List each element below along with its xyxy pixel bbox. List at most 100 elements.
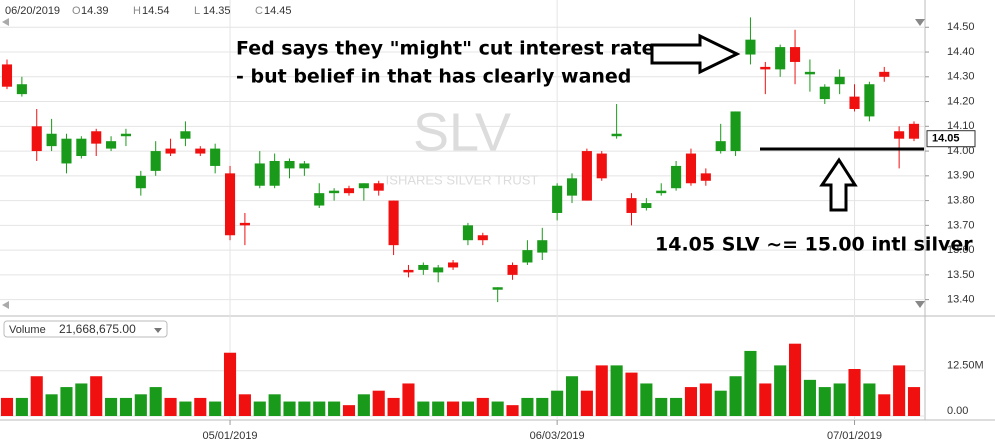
header-field-value: 14.45 (264, 5, 292, 17)
header-field-value: 14.35 (203, 5, 231, 17)
volume-bar (402, 383, 415, 416)
candle-body (789, 47, 801, 62)
candle-body (864, 84, 875, 117)
candle-body (448, 262, 459, 268)
y-tick-label: 14.40 (947, 46, 975, 58)
candle-body (834, 76, 845, 85)
volume-bar (372, 390, 385, 416)
header-field-value: 14.39 (81, 5, 109, 17)
header-field-value: 14.54 (142, 5, 170, 17)
candle-body (596, 153, 607, 179)
candle-body (135, 175, 146, 189)
volume-bar (580, 390, 593, 416)
volume-bar (729, 376, 742, 416)
candle-body (46, 133, 57, 147)
volume-bar (907, 387, 921, 416)
volume-bar (848, 369, 861, 416)
volume-bar (298, 401, 311, 416)
header-field-label: H (133, 5, 141, 17)
candle-body (433, 267, 444, 273)
candle-body (685, 153, 697, 184)
candle-body (388, 200, 399, 246)
volume-bar (551, 390, 564, 416)
scroll-marker (2, 18, 9, 26)
volume-bar (640, 383, 653, 416)
candle-body (715, 141, 726, 152)
volume-bar (863, 383, 876, 416)
volume-bar (893, 365, 906, 416)
y-tick-label: 14.00 (947, 145, 975, 157)
candle-body (329, 190, 340, 194)
volume-bar (283, 401, 296, 416)
volume-bar (179, 401, 192, 416)
candle-body (106, 141, 117, 149)
y-tick-label: 14.20 (947, 95, 975, 107)
candle-body (358, 183, 369, 189)
volume-bar (238, 394, 251, 416)
annotation: - but belief in that has clearly waned (236, 66, 631, 88)
candle-body (403, 269, 414, 273)
candle-body (656, 190, 667, 194)
candle-body (299, 163, 310, 169)
candle-body (611, 133, 622, 137)
marks (0, 17, 921, 416)
candle-body (908, 123, 920, 139)
watermark-symbol: SLV (413, 102, 511, 162)
volume-bar (149, 387, 162, 416)
volume-bar (432, 401, 445, 416)
volume-header-box (3, 320, 168, 338)
y-tick-label: 14.30 (947, 71, 975, 83)
candle-body (581, 151, 592, 201)
candle-body (849, 96, 860, 109)
scroll-marker (2, 301, 9, 309)
candle-body (700, 173, 711, 181)
volume-bar (818, 387, 831, 416)
volume-bar (521, 397, 534, 416)
candle-body (775, 47, 786, 70)
candle-body (745, 39, 756, 55)
volume-bar (461, 401, 474, 416)
volume-bar (15, 397, 28, 416)
volume-bar (45, 394, 58, 416)
volume-bar (357, 394, 370, 416)
volume-bar (90, 376, 103, 416)
candle-body (150, 151, 161, 171)
candle-body (671, 165, 682, 189)
volume-bar (387, 397, 400, 416)
volume-bar (491, 401, 504, 416)
volume-bar (268, 394, 281, 416)
volume-bar (595, 365, 608, 416)
candle-body (626, 198, 637, 213)
y-tick-label: 13.70 (947, 219, 975, 231)
header-field-label: O (72, 5, 81, 17)
y-tick-label: 14.10 (947, 120, 975, 132)
candle-body (804, 71, 815, 75)
header-field-label: C (255, 5, 263, 17)
y-tick-label: 13.90 (947, 170, 975, 182)
dropdown-icon (154, 328, 162, 333)
candle-body (91, 131, 102, 144)
volume-tick-label: 12.50M (947, 360, 984, 372)
candle-body (537, 240, 548, 253)
volume-bar (699, 383, 712, 416)
volume-bar (759, 383, 772, 416)
candle-body (180, 131, 191, 139)
volume-bar (30, 376, 43, 416)
volume-tick-label: 0.00 (947, 405, 968, 417)
volume-bar (253, 401, 266, 416)
volume-header-value: 21,668,675.00 (59, 322, 136, 336)
volume-bar (625, 372, 638, 416)
candle-body (269, 160, 280, 186)
candle-body (462, 225, 473, 241)
candle-body (492, 287, 503, 290)
candle-body (16, 84, 27, 95)
candle-body (730, 111, 741, 152)
volume-bar (833, 383, 846, 416)
candle-body (195, 148, 206, 154)
y-tick-label: 13.80 (947, 194, 975, 206)
candle-body (566, 178, 578, 196)
watermark-name: ISHARES SILVER TRUST (386, 172, 539, 187)
volume-bar (774, 365, 787, 416)
